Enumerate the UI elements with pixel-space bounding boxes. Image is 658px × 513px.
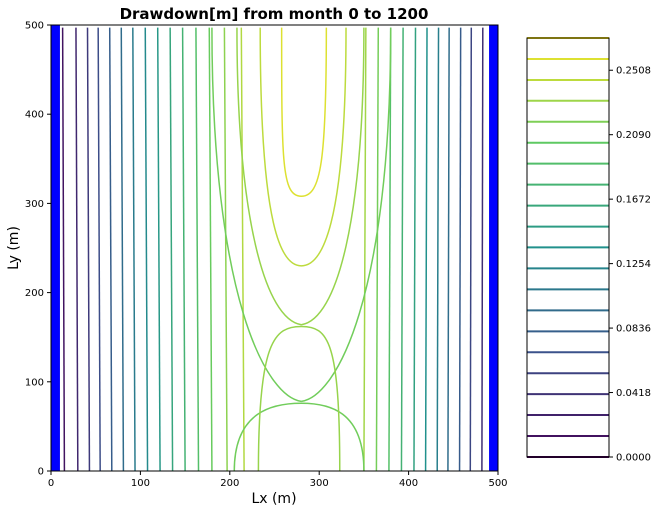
x-axis-ticks: 0 100 200 300 400 500: [48, 471, 508, 489]
x-tick-label: 100: [131, 478, 150, 489]
colorbar-tick-label: 0.0836: [616, 324, 651, 335]
contour-line: [469, 27, 473, 472]
contour-line: [240, 27, 245, 472]
contour-line: [388, 27, 392, 472]
y-axis-label: Ly (m): [6, 226, 22, 270]
contour-line: [481, 27, 484, 472]
y-axis-ticks: 0 100 200 300 400 500: [25, 21, 51, 478]
colorbar-frame: [526, 37, 610, 458]
plot-area: 0 100 200 300 400 500 0 100 200 300 400 500: [25, 21, 508, 490]
constant-head-boundaries: [51, 25, 498, 471]
contour-line: [208, 27, 213, 472]
colorbar-tick-label: 0.0000: [616, 453, 651, 464]
contour-line: [413, 27, 417, 472]
contour-line: [61, 27, 66, 472]
colorbar-ticks: 0.0000 0.0418 0.0836 0.1254 0.1672 0.2090 0.25…: [609, 66, 651, 464]
contour-line: [195, 27, 200, 472]
colorbar-level-lines: [527, 37, 609, 458]
y-tick-label: 0: [38, 467, 44, 478]
contour-line: [169, 27, 174, 472]
y-tick-label: 100: [25, 377, 44, 388]
colorbar: 0.0000 0.0418 0.0836 0.1254 0.1672 0.2090 0.25…: [526, 37, 651, 464]
colorbar-tick-label: 0.1254: [616, 259, 651, 270]
contour-line: [181, 27, 186, 472]
chart-title: Drawdown[m] from month 0 to 1200: [120, 5, 429, 23]
boundary-band: [489, 25, 498, 471]
x-axis-label: Lx (m): [251, 491, 296, 507]
x-tick-label: 300: [310, 478, 329, 489]
contour-line-closed: [211, 27, 392, 472]
contour-line: [86, 27, 91, 472]
contour-line: [120, 27, 125, 472]
contour-line: [424, 27, 428, 472]
contour-line-closed: [280, 27, 328, 198]
contour-line-closed: [236, 27, 365, 472]
x-tick-label: 400: [399, 478, 418, 489]
contour-line: [400, 27, 404, 472]
contour-line: [97, 27, 101, 472]
y-tick-label: 200: [25, 288, 44, 299]
colorbar-tick-label: 0.0418: [616, 388, 651, 399]
contour-line: [108, 27, 113, 472]
contour-line: [156, 27, 161, 472]
y-tick-label: 500: [25, 21, 44, 32]
plot-frame: [50, 24, 499, 472]
y-tick-label: 400: [25, 110, 44, 121]
colorbar-tick-label: 0.2508: [616, 66, 651, 77]
contour-line: [132, 27, 136, 472]
contour-line: [144, 27, 149, 472]
contour-line: [436, 27, 440, 472]
contour-line: [458, 27, 462, 472]
boundary-band: [51, 25, 60, 471]
colorbar-tick-label: 0.2090: [616, 130, 651, 141]
contour-line: [75, 27, 79, 472]
contour-line: [363, 27, 367, 472]
contour-line: [447, 27, 450, 472]
contour-line-closed: [259, 27, 347, 267]
x-tick-label: 500: [488, 478, 507, 489]
contour-line: [223, 27, 228, 472]
contour-line: [375, 27, 380, 472]
y-tick-label: 300: [25, 199, 44, 210]
contour-lines: [61, 27, 484, 472]
colorbar-tick-label: 0.1672: [616, 195, 651, 206]
x-tick-label: 0: [48, 478, 54, 489]
x-tick-label: 200: [220, 478, 239, 489]
